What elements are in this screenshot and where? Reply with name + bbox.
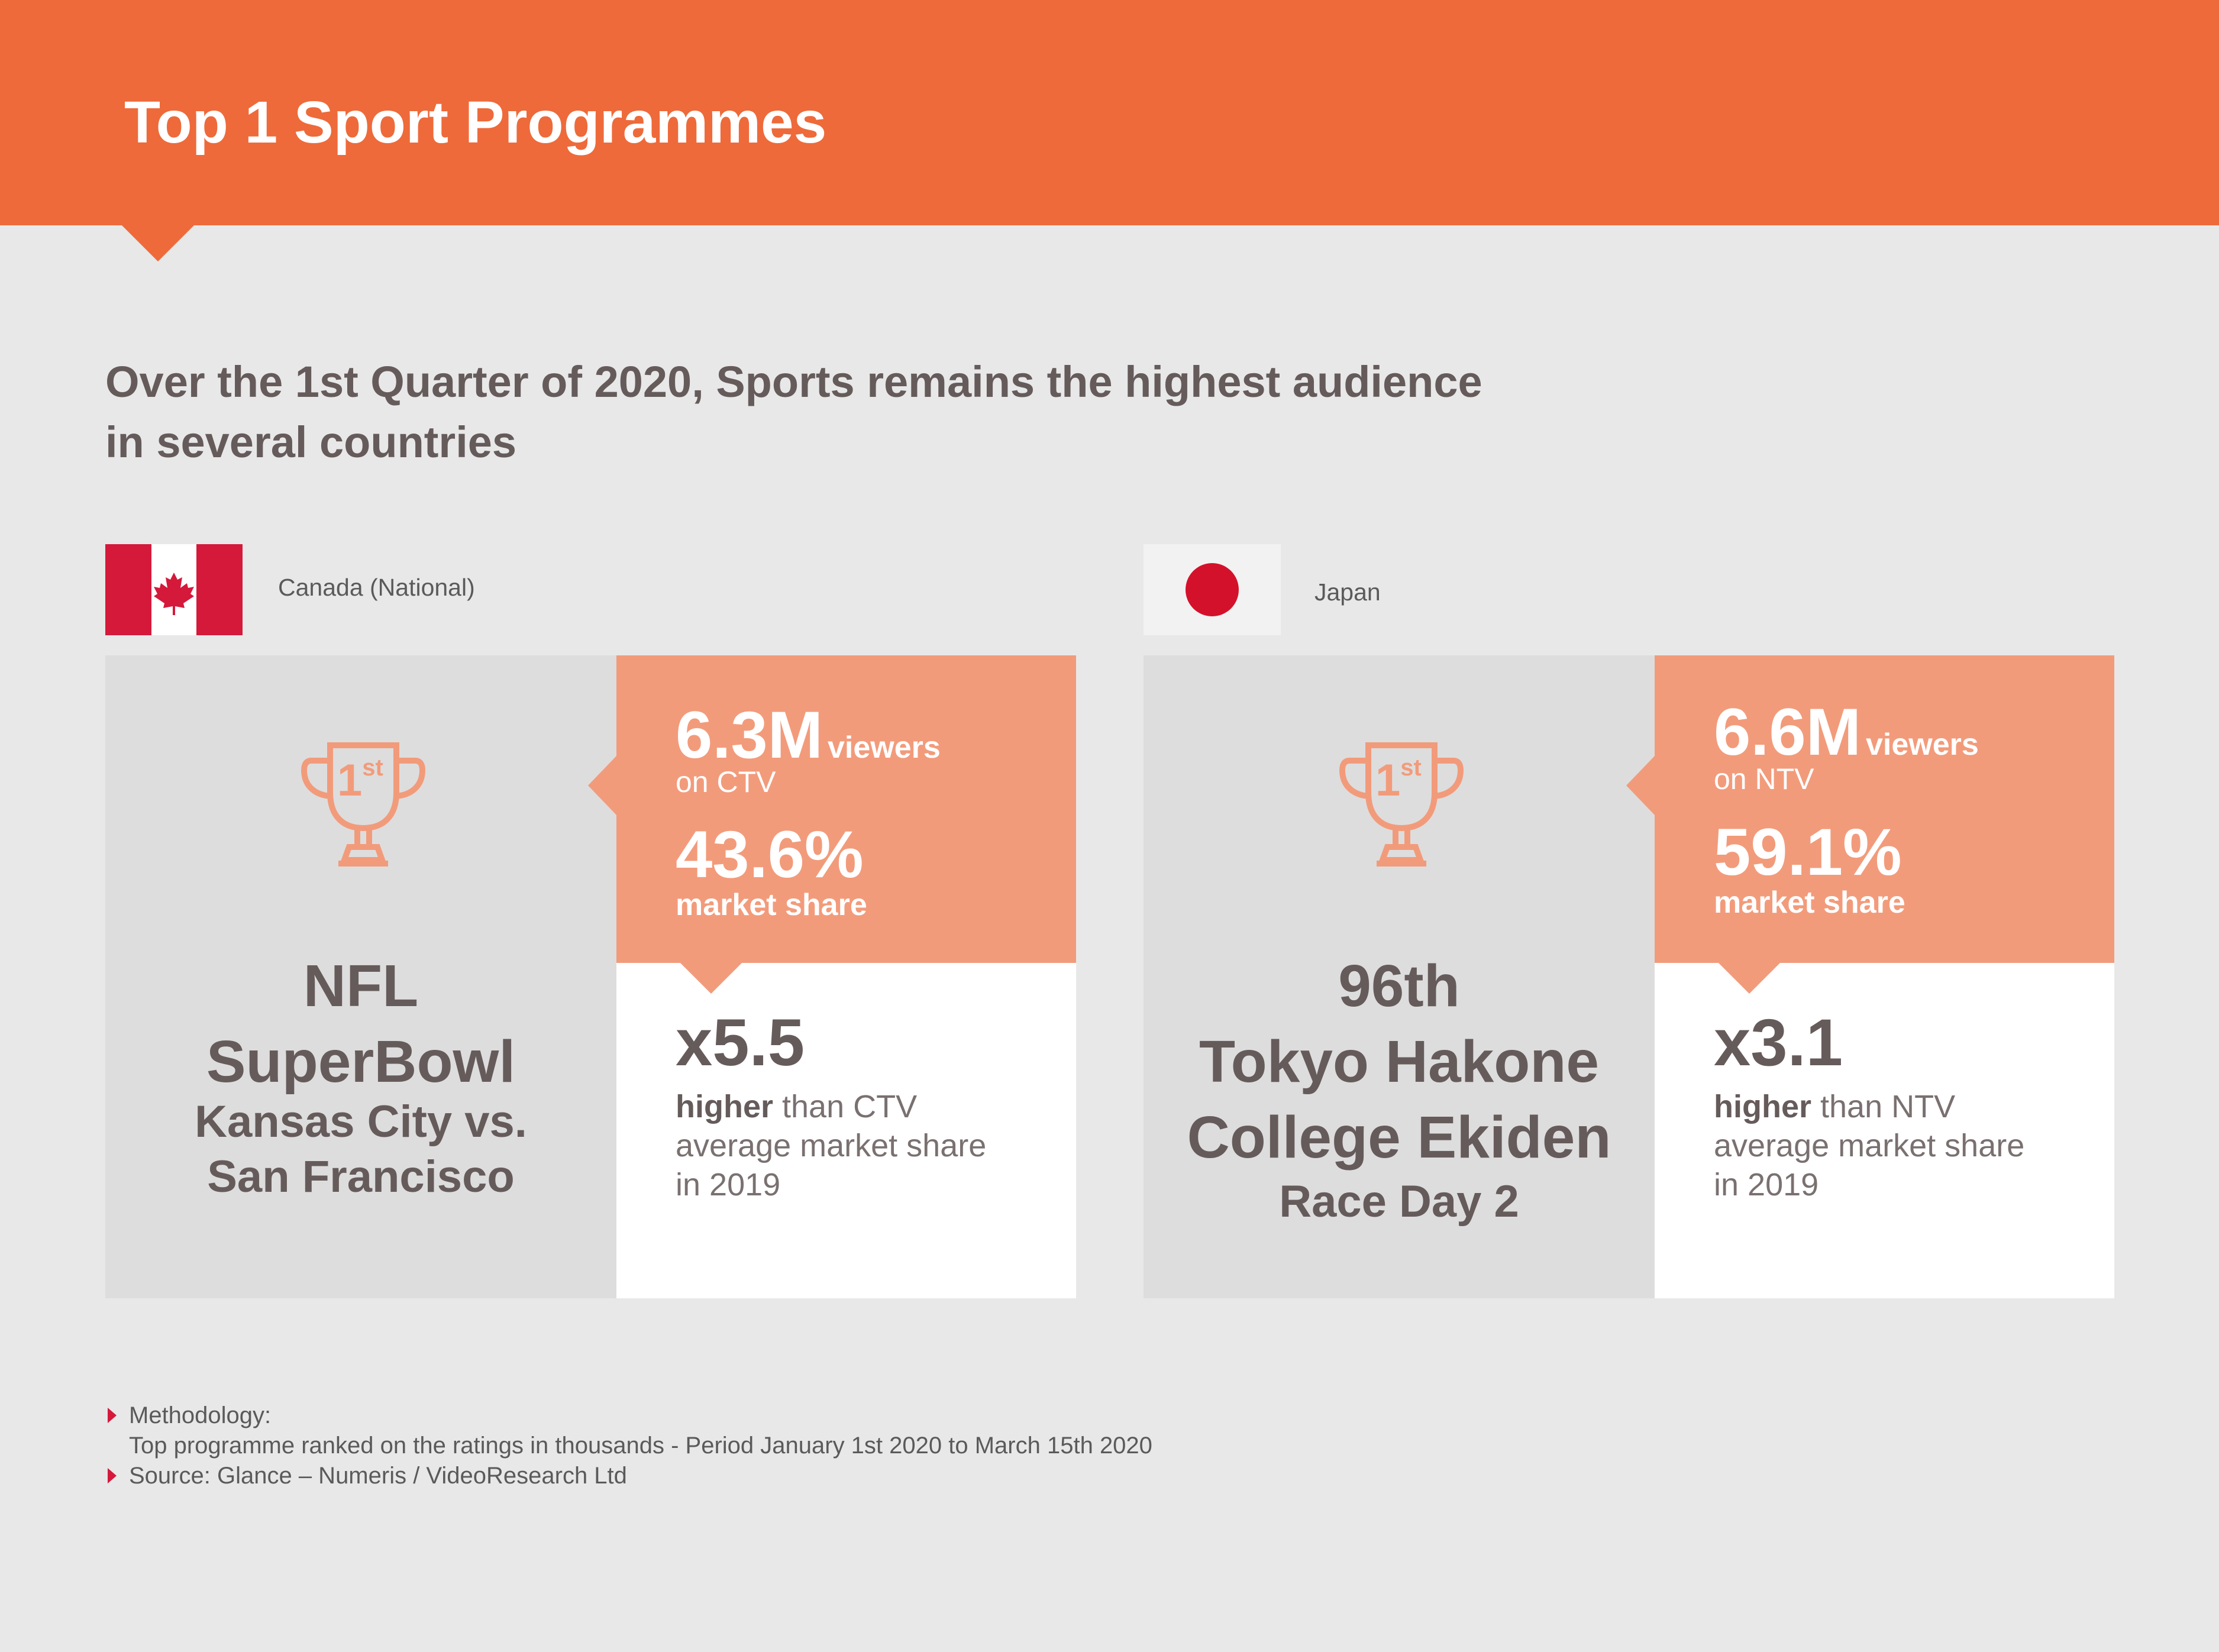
trophy-suffix: st bbox=[362, 755, 383, 781]
header-notch bbox=[121, 225, 195, 261]
comparison-panel: x5.5 higher than CTV average market shar… bbox=[616, 963, 1076, 1298]
higher-rest: than CTV bbox=[773, 1089, 918, 1124]
source-line: Source: Glance – Numeris / VideoResearch… bbox=[108, 1461, 1152, 1491]
viewers-unit: viewers bbox=[1866, 728, 1979, 762]
stats-panel: 6.3M viewers on CTV 43.6% market share bbox=[588, 655, 1076, 963]
comparison-text: higher than CTV average market share in … bbox=[676, 1087, 986, 1204]
multiplier-value: x3.1 bbox=[1714, 1006, 1843, 1079]
share-value: 43.6% bbox=[676, 817, 864, 891]
programme-line-4: San Francisco bbox=[207, 1152, 515, 1202]
panel-pointer bbox=[1626, 756, 1655, 815]
programme-line-1: 96th bbox=[1338, 953, 1460, 1019]
year-line: in 2019 bbox=[676, 1167, 781, 1202]
share-label: market share bbox=[1714, 885, 1905, 920]
channel-line: on CTV bbox=[676, 765, 776, 798]
trophy-suffix: st bbox=[1400, 755, 1422, 781]
methodology-title: Methodology: bbox=[129, 1402, 272, 1428]
programme-panel: 1st NFL SuperBowl Kansas City vs. San Fr… bbox=[105, 655, 616, 1298]
comparison-text: higher than NTV average market share in … bbox=[1714, 1087, 2024, 1204]
viewers-stat: 6.6M viewers bbox=[1714, 694, 1979, 770]
methodology-text-line: Top programme ranked on the ratings in t… bbox=[108, 1431, 1152, 1461]
programme-line-3: Kansas City vs. bbox=[195, 1097, 527, 1147]
average-line: average market share bbox=[676, 1128, 987, 1163]
higher-rest: than NTV bbox=[1811, 1089, 1956, 1124]
programme-line-2: Tokyo Hakone bbox=[1199, 1029, 1600, 1095]
viewers-value: 6.3M bbox=[676, 698, 823, 772]
trophy-icon: 1st bbox=[1339, 738, 1464, 869]
programme-line-3: College Ekiden bbox=[1187, 1104, 1611, 1171]
source-text: Source: Glance – Numeris / VideoResearch… bbox=[129, 1463, 627, 1489]
methodology-text: Top programme ranked on the ratings in t… bbox=[129, 1433, 1152, 1459]
share-value: 59.1% bbox=[1714, 815, 1902, 889]
programme-card-canada: 1st NFL SuperBowl Kansas City vs. San Fr… bbox=[105, 655, 1076, 1298]
panel-pointer bbox=[588, 756, 616, 815]
bullet-arrow-icon bbox=[108, 1468, 117, 1483]
comparison-panel: x3.1 higher than NTV average market shar… bbox=[1655, 963, 2114, 1298]
header-banner: Top 1 Sport Programmes bbox=[0, 0, 2219, 225]
programme-card-japan: 1st 96th Tokyo Hakone College Ekiden Rac… bbox=[1144, 655, 2114, 1298]
stats-panel: 6.6M viewers on NTV 59.1% market share bbox=[1626, 655, 2114, 963]
methodology-title-line: Methodology: bbox=[108, 1401, 1152, 1431]
subtitle: Over the 1st Quarter of 2020, Sports rem… bbox=[105, 352, 1880, 473]
japan-flag-icon bbox=[1144, 544, 1281, 635]
multiplier-value: x5.5 bbox=[676, 1006, 805, 1079]
average-line: average market share bbox=[1714, 1128, 2025, 1163]
higher-bold: higher bbox=[676, 1089, 774, 1124]
share-label: market share bbox=[676, 888, 867, 922]
viewers-value: 6.6M bbox=[1714, 695, 1861, 769]
viewers-unit: viewers bbox=[828, 730, 941, 765]
country-label-canada: Canada (National) bbox=[278, 574, 475, 601]
canada-flag-icon bbox=[105, 544, 243, 635]
page-title: Top 1 Sport Programmes bbox=[124, 89, 827, 156]
trophy-rank: 1 bbox=[337, 755, 363, 806]
trophy-rank: 1 bbox=[1375, 755, 1401, 806]
programme-line-4: Race Day 2 bbox=[1279, 1176, 1519, 1227]
bullet-arrow-icon bbox=[108, 1408, 117, 1423]
subtitle-line-2: in several countries bbox=[105, 418, 517, 467]
viewers-stat: 6.3M viewers bbox=[676, 697, 941, 773]
programme-line-2: SuperBowl bbox=[206, 1029, 516, 1095]
footer-notes: Methodology: Top programme ranked on the… bbox=[108, 1401, 1152, 1491]
higher-bold: higher bbox=[1714, 1089, 1812, 1124]
panel-pointer-down bbox=[680, 963, 742, 994]
country-label-japan: Japan bbox=[1314, 578, 1381, 606]
subtitle-line-1: Over the 1st Quarter of 2020, Sports rem… bbox=[105, 357, 1482, 406]
trophy-icon: 1st bbox=[301, 738, 426, 869]
panel-pointer-down bbox=[1719, 963, 1780, 994]
channel-line: on NTV bbox=[1714, 762, 1814, 796]
year-line: in 2019 bbox=[1714, 1167, 1819, 1202]
programme-panel: 1st 96th Tokyo Hakone College Ekiden Rac… bbox=[1144, 655, 1655, 1298]
programme-line-1: NFL bbox=[303, 953, 419, 1019]
